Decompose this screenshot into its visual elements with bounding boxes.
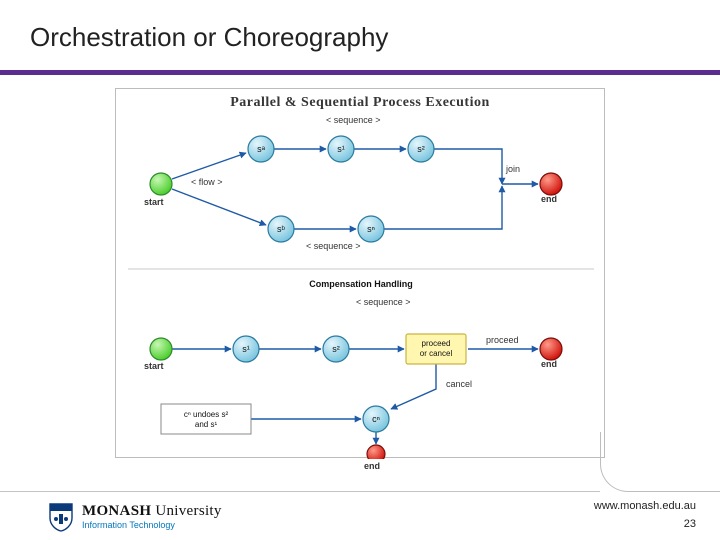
label-join: join bbox=[506, 164, 520, 174]
svg-text:cⁿ undoes s²: cⁿ undoes s² bbox=[184, 410, 229, 419]
page-number: 23 bbox=[684, 518, 696, 530]
svg-text:s¹: s¹ bbox=[242, 344, 250, 354]
label-start-bottom: start bbox=[144, 361, 164, 371]
svg-text:cⁿ: cⁿ bbox=[372, 414, 380, 424]
node-start-bottom bbox=[150, 338, 172, 360]
label-sequence-mid: < sequence > bbox=[306, 241, 361, 251]
footer-rule bbox=[0, 491, 600, 492]
footer-curve bbox=[600, 432, 720, 492]
svg-text:sⁿ: sⁿ bbox=[367, 224, 375, 234]
shield-icon bbox=[48, 502, 74, 532]
diagram-svg: sᵃ s¹ s² sᵇ sⁿ Compensation Handling bbox=[116, 89, 606, 459]
footer: MONASH University Information Technology… bbox=[0, 480, 720, 540]
label-start-top: start bbox=[144, 197, 164, 207]
svg-text:sᵃ: sᵃ bbox=[257, 144, 266, 154]
svg-text:or cancel: or cancel bbox=[420, 349, 453, 358]
label-end-bottom: end bbox=[541, 359, 557, 369]
label-flow: < flow > bbox=[191, 177, 223, 187]
logo-text: MONASH University bbox=[82, 504, 222, 519]
label-end-top: end bbox=[541, 194, 557, 204]
svg-text:s¹: s¹ bbox=[337, 144, 345, 154]
monash-logo: MONASH University Information Technology bbox=[48, 502, 222, 532]
label-end2: end bbox=[364, 461, 380, 471]
slide-title: Orchestration or Choreography bbox=[30, 22, 388, 53]
svg-text:sᵇ: sᵇ bbox=[277, 224, 286, 234]
svg-text:s²: s² bbox=[332, 344, 340, 354]
slide: Orchestration or Choreography Parallel &… bbox=[0, 0, 720, 540]
svg-text:proceed: proceed bbox=[422, 339, 451, 348]
undo-box bbox=[161, 404, 251, 434]
label-sequence-bottom: < sequence > bbox=[356, 297, 411, 307]
node-end2 bbox=[367, 445, 385, 459]
node-end-top bbox=[540, 173, 562, 195]
label-cancel: cancel bbox=[446, 379, 472, 389]
node-start-top bbox=[150, 173, 172, 195]
logo-dept: Information Technology bbox=[82, 521, 222, 530]
diagram-panel: Parallel & Sequential Process Execution bbox=[115, 88, 605, 458]
node-end-bottom bbox=[540, 338, 562, 360]
label-proceed: proceed bbox=[486, 335, 519, 345]
label-sequence-top: < sequence > bbox=[326, 115, 381, 125]
diagram-title-2: Compensation Handling bbox=[309, 279, 413, 289]
svg-text:s²: s² bbox=[417, 144, 425, 154]
footer-url: www.monash.edu.au bbox=[594, 500, 696, 512]
title-rule bbox=[0, 70, 720, 78]
svg-text:and s¹: and s¹ bbox=[195, 420, 218, 429]
